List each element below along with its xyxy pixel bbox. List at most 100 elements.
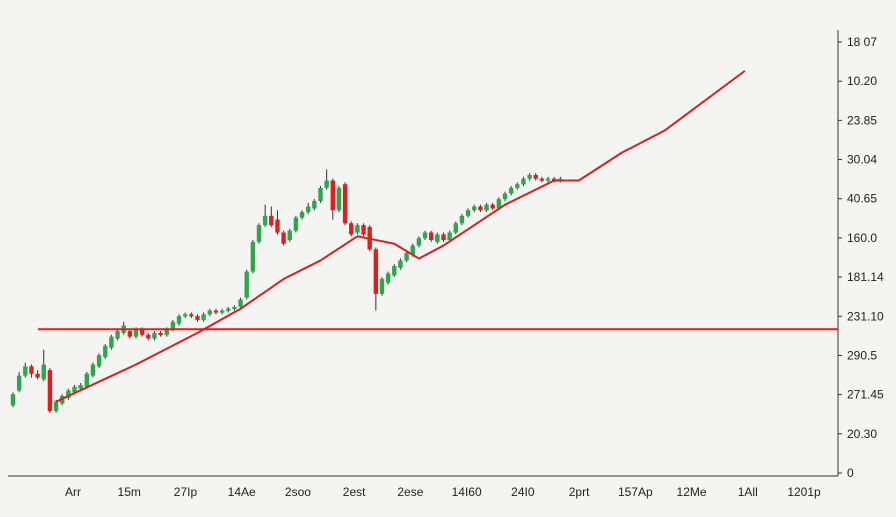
x-tick-label: 27Ip xyxy=(174,485,198,499)
axes-layer xyxy=(8,30,842,477)
x-tick-label: 157Ap xyxy=(618,485,653,499)
x-tick-label: 15m xyxy=(118,485,141,499)
candle-up xyxy=(410,245,415,255)
candle-up xyxy=(465,210,471,216)
x-tick-label: 14I60 xyxy=(452,485,482,499)
y-tick-label: 10.20 xyxy=(847,74,877,88)
candle-down xyxy=(342,184,348,224)
candles-layer xyxy=(10,169,563,413)
candle-up xyxy=(133,329,139,337)
y-tick-label: 181.14 xyxy=(847,270,884,284)
candle-up xyxy=(472,206,477,211)
candle-down xyxy=(361,225,366,235)
y-tick-label: 290.5 xyxy=(847,348,877,362)
candle-up xyxy=(72,386,77,393)
candle-down xyxy=(269,215,274,226)
candle-up xyxy=(84,373,89,387)
candle-up xyxy=(115,331,120,339)
candle-up xyxy=(447,232,452,240)
candle-up xyxy=(16,375,22,391)
candle-down xyxy=(29,366,34,374)
lines-layer xyxy=(38,70,838,403)
candle-down xyxy=(189,314,194,317)
candle-up xyxy=(502,193,508,200)
candle-down xyxy=(195,316,200,320)
candle-up xyxy=(10,394,16,406)
y-tick-label: 23.85 xyxy=(847,113,877,127)
candle-up xyxy=(385,273,391,283)
candle-up xyxy=(392,266,397,276)
y-tick-label: 160.0 xyxy=(847,231,877,245)
candle-up xyxy=(164,329,169,335)
candle-up xyxy=(109,336,114,348)
candle-up xyxy=(176,316,182,324)
candle-up xyxy=(416,238,422,246)
candle-up xyxy=(244,271,249,298)
y-tick-label: 231.10 xyxy=(847,309,884,323)
candle-down xyxy=(478,206,483,211)
candle-up xyxy=(96,355,102,367)
candle-up xyxy=(312,200,317,209)
candle-down xyxy=(539,178,545,181)
y-tick-label: 0 xyxy=(847,466,854,480)
y-tick-label: 18 07 xyxy=(847,35,877,49)
candle-up xyxy=(521,178,526,185)
candle-up xyxy=(453,223,458,233)
candle-up xyxy=(404,253,409,261)
x-tick-label: 24I0 xyxy=(511,485,535,499)
candle-down xyxy=(533,174,538,179)
x-tick-label: 2soo xyxy=(285,485,311,499)
x-tick-label: 1201p xyxy=(787,485,821,499)
candle-up xyxy=(183,314,188,317)
candle-up xyxy=(232,306,237,309)
candle-up xyxy=(201,314,206,320)
candle-down xyxy=(127,331,133,337)
candle-up xyxy=(484,204,489,211)
candle-up xyxy=(496,199,502,209)
candle-up xyxy=(355,225,360,233)
candle-up xyxy=(299,212,305,218)
y-tick-label: 271.45 xyxy=(847,388,884,402)
candle-up xyxy=(545,178,551,181)
candle-up xyxy=(515,184,520,188)
labels-layer: 18 07 10.20 23.85 30.04 40.65 160.0 181.14 231.… xyxy=(65,35,884,499)
candle-up xyxy=(90,364,96,376)
candle-up xyxy=(207,310,212,315)
candle-up xyxy=(435,234,440,242)
candle-up xyxy=(398,260,403,268)
candle-up xyxy=(508,187,514,194)
candle-up xyxy=(41,364,46,380)
candle-down xyxy=(213,310,219,313)
x-tick-label: 2prt xyxy=(569,485,590,499)
candle-up xyxy=(256,225,262,242)
candle-up xyxy=(422,232,428,239)
candle-up xyxy=(262,215,268,226)
candle-down xyxy=(281,232,286,244)
candle-up xyxy=(459,215,465,224)
candle-down xyxy=(429,232,434,240)
x-tick-label: 1All xyxy=(738,485,758,499)
candle-up xyxy=(170,321,176,330)
y-tick-label: 20.30 xyxy=(847,427,877,441)
candle-up xyxy=(250,241,256,272)
candle-up xyxy=(527,174,532,179)
candle-down xyxy=(35,373,40,378)
y-tick-label: 40.65 xyxy=(847,192,877,206)
y-tick-label: 30.04 xyxy=(847,153,877,167)
x-tick-label: 14Ae xyxy=(228,485,256,499)
candle-down xyxy=(146,334,151,339)
candle-down xyxy=(490,204,495,209)
trend-line xyxy=(55,70,746,403)
candle-up xyxy=(103,345,108,358)
x-tick-label: 12Me xyxy=(677,485,707,499)
candle-up xyxy=(66,390,71,398)
candle-up xyxy=(78,384,83,389)
candle-down xyxy=(275,219,280,233)
candle-down xyxy=(349,223,354,235)
candle-up xyxy=(226,308,231,311)
candle-down xyxy=(158,332,163,335)
candle-down xyxy=(330,180,335,211)
candle-up xyxy=(152,332,157,339)
